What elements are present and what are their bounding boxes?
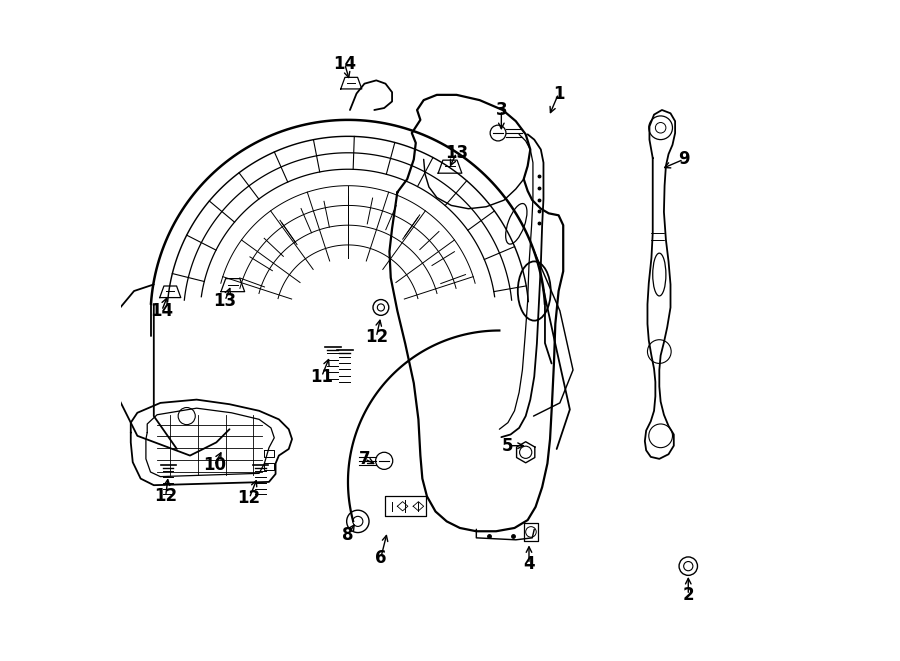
Text: 13: 13 bbox=[213, 292, 237, 310]
Text: 2: 2 bbox=[682, 586, 694, 604]
Text: 12: 12 bbox=[364, 328, 388, 346]
Text: 13: 13 bbox=[445, 144, 468, 162]
Text: 14: 14 bbox=[150, 302, 174, 320]
Text: 6: 6 bbox=[375, 549, 387, 566]
Text: 10: 10 bbox=[202, 457, 226, 475]
Text: 9: 9 bbox=[678, 150, 689, 169]
Text: 14: 14 bbox=[333, 55, 356, 73]
Text: 8: 8 bbox=[342, 525, 354, 543]
Text: 4: 4 bbox=[523, 555, 535, 573]
Text: 7: 7 bbox=[358, 450, 370, 468]
Text: 12: 12 bbox=[238, 489, 261, 508]
Text: 3: 3 bbox=[496, 101, 508, 119]
Text: 11: 11 bbox=[310, 368, 333, 385]
Text: 12: 12 bbox=[154, 487, 177, 506]
Text: 1: 1 bbox=[553, 85, 564, 102]
Text: 5: 5 bbox=[502, 437, 514, 455]
